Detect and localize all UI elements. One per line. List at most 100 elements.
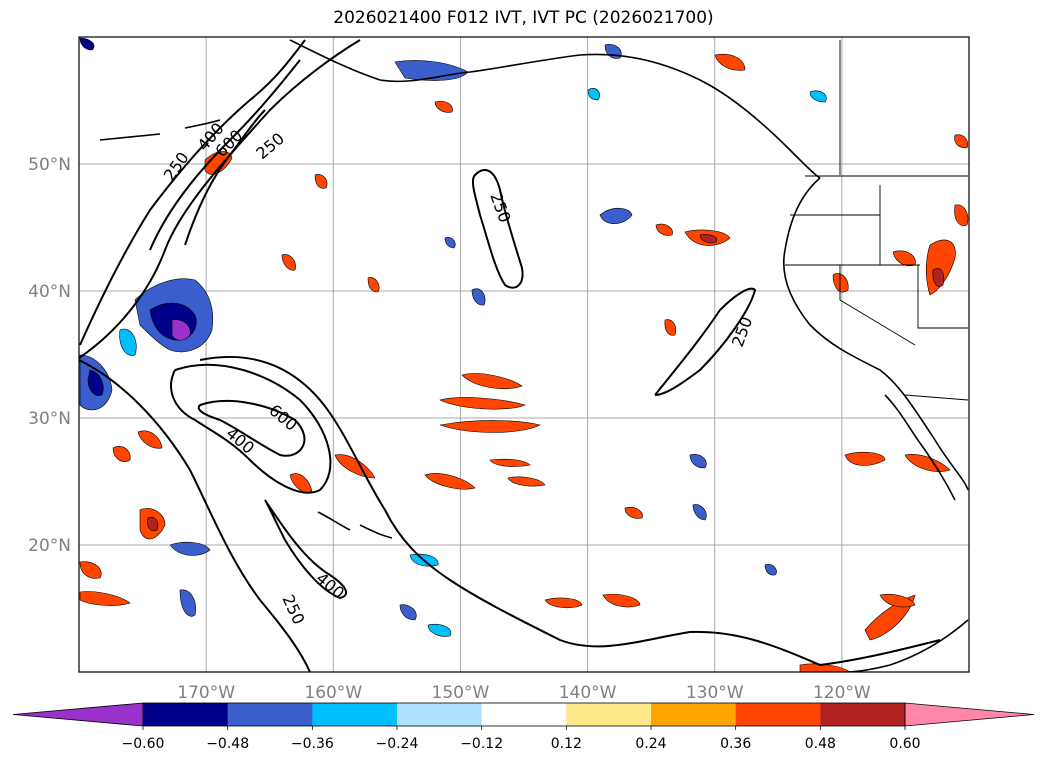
coast-hawaii	[317, 511, 393, 539]
anomaly-patch-pos-32	[799, 663, 851, 672]
anomaly-patch-pos-30	[664, 319, 677, 336]
anomaly-patch-neg-se-1	[764, 564, 777, 576]
border-ca-nv	[839, 265, 916, 346]
map-frame	[78, 36, 970, 673]
ivt-contour-400-loop	[170, 363, 332, 494]
coast-north-america-west	[782, 177, 969, 491]
coast-baja	[884, 394, 956, 501]
colorbar-segment	[481, 703, 567, 726]
colorbar-segment	[227, 703, 313, 726]
negative-anomaly-patches	[79, 37, 827, 637]
longitude-labels: 170°W 160°W 150°W 140°W 130°W 120°W	[177, 683, 871, 703]
colorbar-tick-label: 0.60	[889, 736, 920, 752]
anomaly-patch-pos-5	[334, 454, 376, 479]
anomaly-patch-pos-35	[314, 174, 328, 189]
coast-mexico	[844, 619, 969, 672]
anomaly-patch-neg-east-1	[689, 454, 707, 469]
anomaly-patch-pos-25	[367, 277, 380, 293]
anomaly-patch-pos-3	[439, 420, 541, 433]
lon-tick-label: 120°W	[813, 683, 871, 703]
anomaly-patch-pos-18	[954, 204, 969, 226]
anomaly-patch-pos-28	[489, 458, 531, 467]
border-id-nv	[879, 185, 968, 329]
colorbar-segment	[143, 703, 229, 726]
anomaly-patch-pos-6-core	[147, 517, 159, 531]
coast-alaska	[289, 39, 821, 179]
anomaly-patch-pos-17-core	[932, 268, 945, 287]
colorbar-segment	[820, 703, 906, 726]
anomaly-patch-neg-south-4	[399, 604, 417, 621]
anomaly-patch-pos-33	[954, 134, 969, 149]
anomaly-patch-pos-10	[844, 451, 886, 466]
anomaly-patch-pos-9-core	[699, 234, 718, 244]
anomaly-patch-neg-south-5	[427, 623, 452, 637]
colorbar-segment	[397, 703, 483, 726]
ivt-contour-250-south-2	[199, 356, 941, 667]
border-us-mexico	[904, 394, 969, 401]
anomaly-patch-neg-east-2	[692, 504, 707, 521]
colorbar-segment	[735, 703, 821, 726]
anomaly-patch-pos-17	[925, 239, 956, 296]
ivt-contour-250-west-inner	[79, 39, 361, 359]
anomaly-patch-pos-13	[544, 597, 583, 609]
anomaly-patch-neg-mid-2	[587, 88, 600, 101]
colorbar-segment	[312, 703, 398, 726]
anomaly-patch-pos-11	[904, 454, 951, 472]
anomaly-patch-neg-south-2	[179, 589, 196, 617]
lon-tick-label: 130°W	[686, 683, 744, 703]
lat-tick-label: 40°N	[28, 282, 71, 302]
latitude-labels: 20°N 30°N 40°N 50°N	[28, 155, 71, 556]
ivt-contours	[79, 39, 941, 672]
anomaly-patch-neg-lat43	[444, 237, 456, 249]
anomaly-patch-pos-1	[461, 373, 523, 390]
colorbar-extend-min	[12, 702, 144, 727]
lon-tick-label: 170°W	[177, 683, 235, 703]
anomaly-patch-neg-mid-1	[119, 328, 137, 356]
colorbar-tick-label: −0.60	[122, 736, 165, 752]
ivt-contour-600-upper	[184, 109, 266, 246]
coastlines	[99, 39, 969, 672]
anomaly-patch-pos-29	[507, 476, 546, 487]
anomaly-patch-pos-2	[439, 397, 526, 410]
lon-tick-label: 160°W	[304, 683, 362, 703]
colorbar-tick-label: −0.24	[376, 736, 419, 752]
colorbar-tick-label: −0.36	[291, 736, 334, 752]
anomaly-patch-pos-7	[79, 591, 131, 606]
anomaly-patch-pos-8	[79, 561, 102, 579]
anomaly-patch-neg-edge-core	[87, 369, 104, 396]
lat-tick-label: 50°N	[28, 155, 71, 175]
positive-anomaly-patches	[79, 53, 969, 672]
anomaly-patch-neg-lat40	[471, 288, 486, 306]
anomaly-patch-pos-15	[714, 53, 746, 71]
anomaly-patch-neg-west-peak	[171, 319, 191, 341]
lon-tick-label: 140°W	[559, 683, 617, 703]
ivt-contour-600	[197, 399, 306, 457]
colorbar-tick-label: −0.12	[460, 736, 503, 752]
colorbar-tick-label: 0.24	[635, 736, 666, 752]
anomaly-patch-neg-ne	[809, 90, 827, 103]
ivt-contour-250-west	[79, 39, 306, 346]
colorbar-tick-label: −0.48	[206, 736, 249, 752]
colorbar: −0.60 −0.48 −0.36 −0.24 −0.12 0.12 0.24 0.36 0.4…	[12, 702, 1035, 752]
lat-tick-label: 20°N	[28, 536, 71, 556]
colorbar-extend-max	[904, 702, 1035, 727]
coast-aleutians	[99, 119, 221, 141]
ivt-contour-250-lobe	[471, 169, 524, 289]
ivt-contour-400	[149, 59, 301, 251]
colorbar-tick-label: 0.48	[805, 736, 836, 752]
anomaly-patch-pos-14	[602, 593, 641, 608]
anomaly-patch-neg-nw-corner	[79, 37, 95, 51]
ivt-contour-400-south	[264, 499, 348, 600]
map-title: 2026021400 F012 IVT, IVT PC (2026021700)	[333, 8, 714, 28]
anomaly-patch-pos-22	[137, 430, 163, 449]
state-borders	[785, 40, 969, 401]
ivt-contour-250-east	[654, 287, 757, 396]
anomaly-patch-pos-26	[434, 100, 453, 113]
colorbar-tick-label: 0.12	[551, 736, 582, 752]
anomaly-patch-neg-gulf	[599, 207, 633, 224]
anomaly-patch-pos-21	[112, 446, 131, 462]
anomaly-patch-pos-19	[832, 273, 849, 293]
lon-tick-label: 150°W	[432, 683, 490, 703]
colorbar-segment	[651, 703, 737, 726]
